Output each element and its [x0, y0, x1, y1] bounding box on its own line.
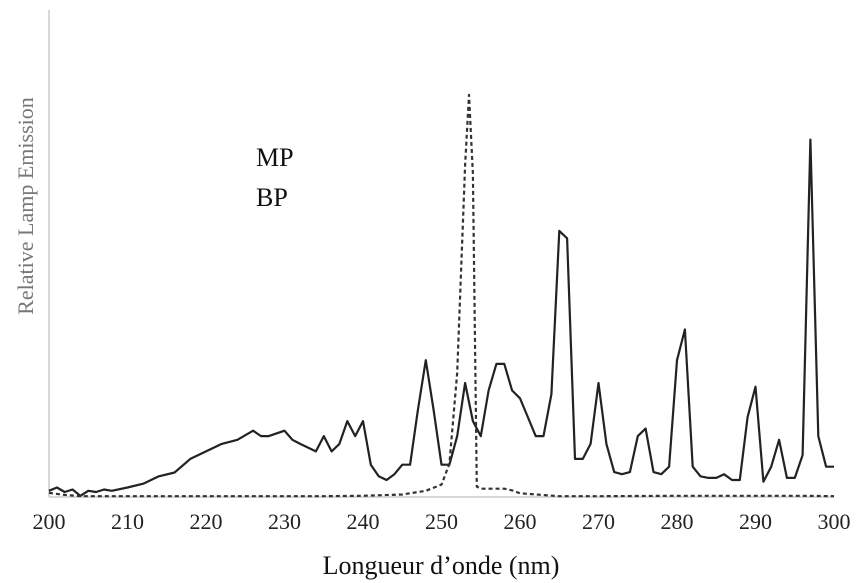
x-tick-label-280: 280: [661, 509, 694, 534]
y-axis-title: Relative Lamp Emission: [13, 97, 38, 315]
x-tick-label-250: 250: [425, 509, 458, 534]
x-tick-labels: 200 210 220 230 240 250 260 270 280 290 300: [33, 509, 851, 534]
x-tick-label-200: 200: [33, 509, 66, 534]
series-line-mp: [48, 138, 834, 497]
x-tick-label-220: 220: [190, 509, 223, 534]
legend-label-mp: MP: [256, 143, 294, 172]
x-tick-label-270: 270: [582, 509, 615, 534]
x-tick-label-210: 210: [111, 509, 144, 534]
series-group: [48, 93, 835, 498]
x-tick-label-260: 260: [504, 509, 537, 534]
x-tick-label-230: 230: [268, 509, 301, 534]
axes: [48, 10, 834, 498]
x-tick-label-290: 290: [739, 509, 772, 534]
x-axis-title: Longueur d’onde (nm): [323, 551, 560, 580]
series-line-bp: [48, 93, 835, 498]
legend-label-bp: BP: [256, 183, 288, 212]
x-tick-label-240: 240: [347, 509, 380, 534]
x-tick-label-300: 300: [818, 509, 851, 534]
